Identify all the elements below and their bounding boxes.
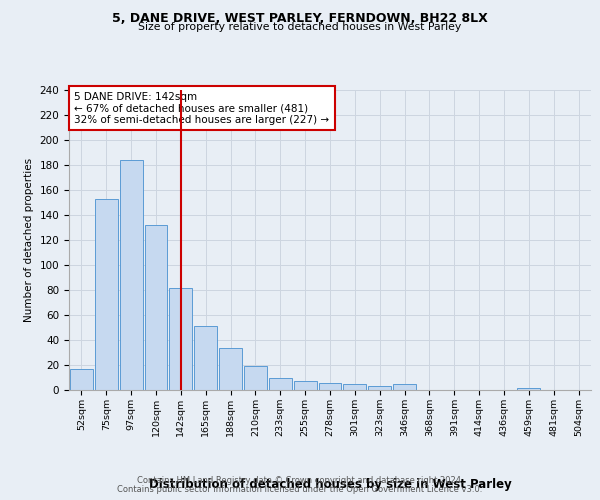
Bar bbox=[194, 326, 217, 390]
Y-axis label: Number of detached properties: Number of detached properties bbox=[24, 158, 34, 322]
Text: Contains public sector information licensed under the Open Government Licence v3: Contains public sector information licen… bbox=[118, 485, 482, 494]
Text: 5, DANE DRIVE, WEST PARLEY, FERNDOWN, BH22 8LX: 5, DANE DRIVE, WEST PARLEY, FERNDOWN, BH… bbox=[112, 12, 488, 26]
Text: Contains HM Land Registry data © Crown copyright and database right 2024.: Contains HM Land Registry data © Crown c… bbox=[137, 476, 463, 485]
Bar bbox=[368, 386, 391, 390]
Bar bbox=[244, 366, 267, 390]
Bar bbox=[169, 288, 192, 390]
Bar bbox=[269, 378, 292, 390]
Text: Size of property relative to detached houses in West Parley: Size of property relative to detached ho… bbox=[139, 22, 461, 32]
Bar bbox=[145, 225, 167, 390]
Bar bbox=[517, 388, 540, 390]
Bar bbox=[95, 198, 118, 390]
Bar bbox=[219, 348, 242, 390]
Bar bbox=[319, 382, 341, 390]
Bar bbox=[393, 384, 416, 390]
X-axis label: Distribution of detached houses by size in West Parley: Distribution of detached houses by size … bbox=[149, 478, 511, 491]
Bar bbox=[70, 369, 93, 390]
Text: 5 DANE DRIVE: 142sqm
← 67% of detached houses are smaller (481)
32% of semi-deta: 5 DANE DRIVE: 142sqm ← 67% of detached h… bbox=[74, 92, 329, 124]
Bar bbox=[294, 381, 317, 390]
Bar bbox=[343, 384, 366, 390]
Bar bbox=[120, 160, 143, 390]
